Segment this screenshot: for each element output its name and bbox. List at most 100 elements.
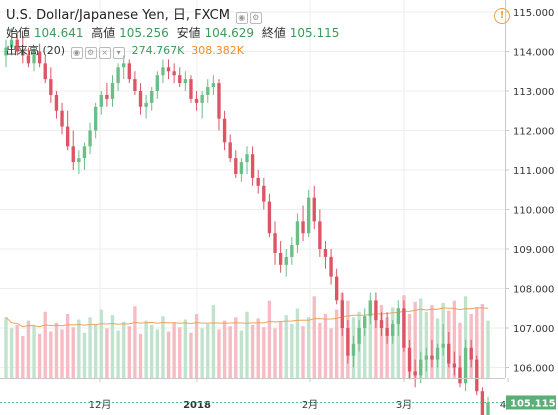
volume-bar — [458, 322, 462, 378]
candle-body — [21, 51, 25, 56]
settings-icon[interactable]: ⚙ — [84, 47, 97, 59]
volume-bar — [105, 328, 109, 378]
current-price-label: 105.115 — [510, 398, 556, 409]
volume-bar — [256, 318, 260, 378]
close-label: 終値 — [261, 26, 286, 40]
volume-bar — [189, 332, 193, 378]
candle-body — [250, 154, 255, 178]
volume-bar — [480, 304, 485, 378]
volume-bar — [284, 315, 288, 378]
volume-bar — [396, 310, 401, 378]
settings-icon[interactable]: ⚙ — [249, 12, 262, 24]
volume-moving-average — [5, 307, 489, 328]
volume-bar — [329, 328, 333, 378]
time-tick-label: 3月 — [396, 399, 412, 411]
volume-bar — [133, 306, 137, 378]
volume-bar — [239, 330, 244, 378]
low-value: 104.629 — [204, 26, 255, 40]
candle-body — [138, 91, 143, 107]
candle-body — [374, 300, 378, 321]
volume-bar — [323, 313, 328, 378]
volume-bar — [43, 311, 47, 378]
volume-bar — [60, 329, 64, 378]
price-axis[interactable]: 115.000 114.000 113.000 112.000 111.000 110.0… — [505, 0, 558, 415]
volume-bar — [273, 328, 277, 378]
price-axis-bg — [505, 0, 558, 415]
candle-body — [256, 177, 260, 186]
close-icon[interactable]: × — [98, 47, 111, 59]
candle-body — [435, 347, 440, 360]
candle-body — [318, 221, 322, 249]
time-axis[interactable]: 12月20182月3月4月 — [0, 378, 516, 411]
candle-body — [346, 328, 350, 356]
candle-body — [93, 106, 98, 131]
candle-body — [458, 367, 462, 384]
candle-body — [228, 142, 232, 159]
price-tick-label: 114.000 — [513, 48, 554, 59]
candle-body — [396, 308, 401, 325]
volume-bar — [161, 316, 165, 378]
candle-body — [150, 91, 154, 103]
volume-bar — [306, 317, 311, 378]
candle-body — [217, 83, 221, 119]
volume-bar — [206, 323, 210, 378]
more-icon[interactable]: ▾ — [112, 47, 125, 59]
price-tick-label: 108.000 — [513, 285, 554, 296]
candle-body — [161, 67, 165, 76]
price-tick-label: 107.000 — [513, 324, 554, 335]
candle-body — [413, 371, 417, 376]
volume-bar — [166, 331, 171, 378]
candle-body — [26, 55, 31, 64]
candle-body — [71, 146, 75, 163]
volume-bar — [88, 317, 92, 378]
price-tick-label: 115.000 — [513, 8, 554, 19]
volume-label[interactable]: 出来高 (20) — [6, 44, 66, 57]
volume-bar — [138, 333, 143, 378]
current-price-tag: 105.115 — [0, 395, 556, 410]
candle-body — [144, 102, 148, 107]
volume-bar — [26, 320, 31, 378]
candle-body — [65, 126, 70, 147]
eye-icon[interactable]: ◉ — [235, 12, 248, 24]
high-value: 105.256 — [119, 26, 169, 40]
volume-bar — [110, 315, 115, 378]
candle-body — [82, 146, 87, 159]
volume-bar — [127, 326, 131, 378]
candle-body — [312, 197, 316, 222]
volume-bar — [374, 313, 378, 378]
candle-body — [363, 316, 367, 328]
candle-body — [306, 197, 311, 234]
volume-bar — [318, 322, 322, 378]
volume-bar — [217, 329, 221, 378]
candle-body — [452, 363, 457, 368]
candle-body — [189, 79, 193, 99]
candle-body — [379, 320, 384, 328]
price-tick-label: 113.000 — [513, 87, 554, 98]
time-tick-label: 12月 — [89, 399, 112, 411]
candle-body — [54, 94, 59, 111]
time-tick-label: 2018 — [183, 400, 211, 411]
volume-bar — [183, 319, 188, 378]
eye-icon[interactable]: ◉ — [70, 47, 83, 59]
volume-bar — [150, 325, 154, 378]
candle-body — [15, 39, 19, 52]
symbol-title[interactable]: U.S. Dollar/Japanese Yen, 日, FXCM — [6, 8, 230, 23]
volume-bar — [267, 300, 272, 378]
price-tick-label: 112.000 — [513, 127, 554, 138]
candle-body — [245, 154, 249, 163]
volume-bar — [295, 308, 300, 378]
volume-bars — [4, 293, 490, 378]
volume-bar — [245, 311, 249, 378]
volume-bar — [194, 313, 199, 378]
volume-bar — [413, 301, 417, 378]
candle-body — [183, 79, 188, 84]
candle-body — [273, 233, 277, 253]
candle-body — [122, 63, 126, 68]
chart-legend: U.S. Dollar/Japanese Yen, 日, FXCM ◉ ⚙ 始値 … — [6, 8, 343, 59]
candle-body — [178, 75, 182, 84]
volume-ma-line — [5, 307, 489, 328]
volume-bar — [424, 311, 429, 378]
warning-icon[interactable]: ! — [494, 8, 510, 24]
volume-bar — [4, 317, 8, 378]
